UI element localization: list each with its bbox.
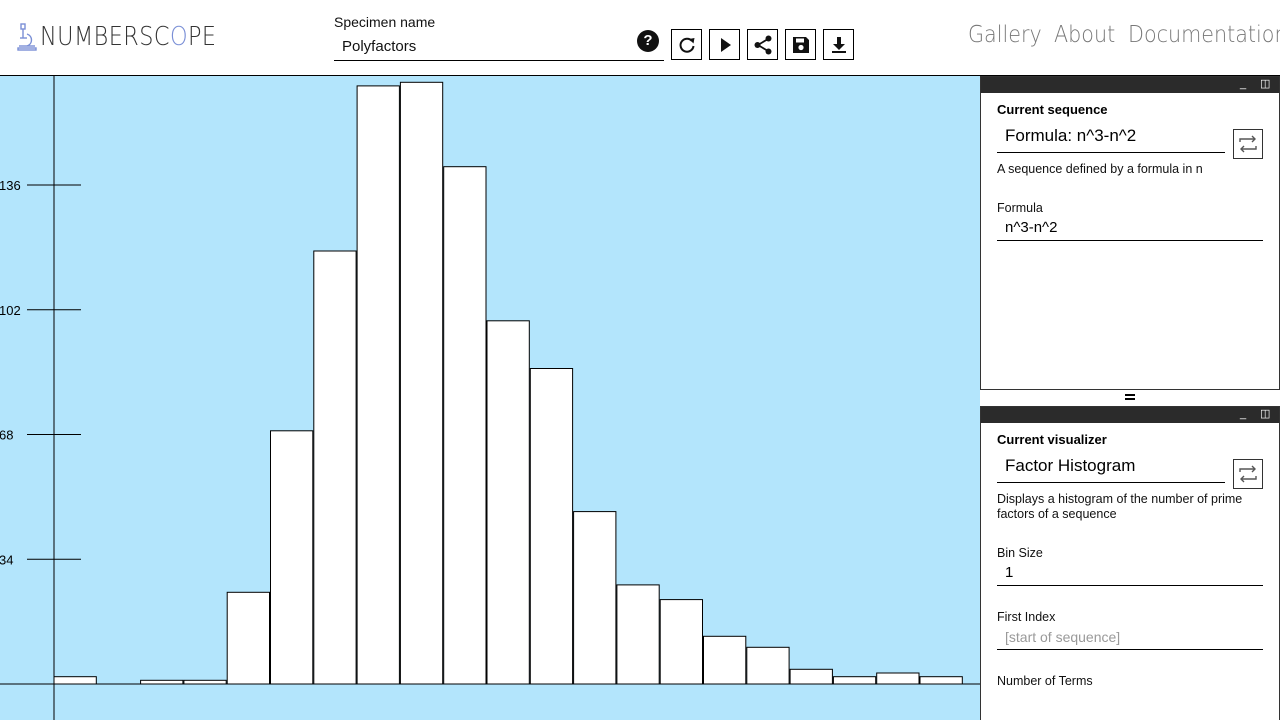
sequence-panel: _ ◫ Current sequence Formula: n^3-n^2 A … [980,76,1280,390]
download-icon [831,36,846,53]
histogram-bar [832,676,877,685]
nav-about[interactable]: About [1054,22,1116,48]
save-icon [792,36,809,53]
histogram-bar [616,584,660,685]
visualizer-panel-titlebar: _ ◫ [981,407,1279,423]
refresh-button[interactable] [671,29,702,60]
y-tick-label: 136 [0,178,21,193]
app-name: NUMBERSCOPE [40,22,217,52]
specimen-name-group: Specimen name [334,14,664,61]
sequence-panel-titlebar: _ ◫ [981,77,1279,93]
visualizer-description: Displays a histogram of the number of pr… [997,492,1243,521]
first-index-label: First Index [997,610,1056,624]
histogram-bar [399,81,444,685]
histogram-bar [443,166,487,685]
refresh-icon [679,37,694,53]
histogram-bar [746,646,790,685]
histogram-bar [53,676,97,685]
nav-documentation[interactable]: Documentation [1128,22,1280,48]
bin-size-label: Bin Size [997,546,1043,560]
histogram-bar [529,368,574,685]
bin-size-input[interactable]: 1 [997,560,1263,586]
play-button[interactable] [709,29,740,60]
histogram-bar [140,679,184,685]
histogram-bar [356,85,400,685]
download-button[interactable] [823,29,854,60]
help-icon[interactable]: ? [637,30,659,52]
microscope-icon [17,23,37,51]
share-icon [754,35,771,54]
sequence-selector[interactable]: Formula: n^3-n^2 [997,121,1225,153]
histogram-bar [659,599,704,685]
histogram-bar [876,672,920,685]
histogram-bar [226,591,270,685]
nav-gallery[interactable]: Gallery [968,22,1042,48]
visualizer-selector[interactable]: Factor Histogram [997,451,1225,483]
maximize-icon[interactable]: ◫ [1260,78,1271,90]
sequence-description: A sequence defined by a formula in n [997,162,1203,176]
histogram-bar [703,635,747,685]
maximize-icon[interactable]: ◫ [1260,408,1271,420]
save-button[interactable] [785,29,816,60]
formula-input[interactable]: n^3-n^2 [997,215,1263,241]
histogram-bar [183,679,227,685]
sequence-heading: Current sequence [997,102,1108,117]
visualizer-panel: _ ◫ Current visualizer Factor Histogram … [980,406,1280,720]
swap-icon [1239,465,1257,483]
histogram-bar [919,676,963,685]
app-logo[interactable]: NUMBERSCOPE [16,22,245,52]
visualizer-heading: Current visualizer [997,432,1107,447]
change-visualizer-button[interactable] [1233,459,1263,489]
first-index-input[interactable]: [start of sequence] [997,624,1263,650]
y-tick-label: 68 [0,428,13,443]
change-sequence-button[interactable] [1233,129,1263,159]
minimize-icon[interactable]: _ [1240,78,1247,90]
y-tick-label: 34 [0,552,13,567]
specimen-name-label: Specimen name [334,14,436,30]
number-of-terms-label: Number of Terms [997,674,1093,688]
specimen-name-input[interactable] [334,33,664,61]
swap-icon [1239,135,1257,153]
formula-label: Formula [997,201,1043,215]
share-button[interactable] [747,29,778,60]
histogram-bar [313,250,357,685]
factor-histogram-chart: 34 68 102 136 [0,76,980,720]
play-icon [720,37,731,52]
histogram-bar [270,430,314,685]
minimize-icon[interactable]: _ [1240,408,1247,420]
histogram-bar [789,668,833,685]
histogram-bar [486,320,530,685]
panel-resize-handle[interactable] [1125,394,1135,400]
y-tick-label: 102 [0,303,21,318]
app-header: NUMBERSCOPE Specimen name ? [0,0,1280,76]
histogram-canvas[interactable]: 34 68 102 136 [0,76,980,720]
histogram-bar [573,511,617,685]
